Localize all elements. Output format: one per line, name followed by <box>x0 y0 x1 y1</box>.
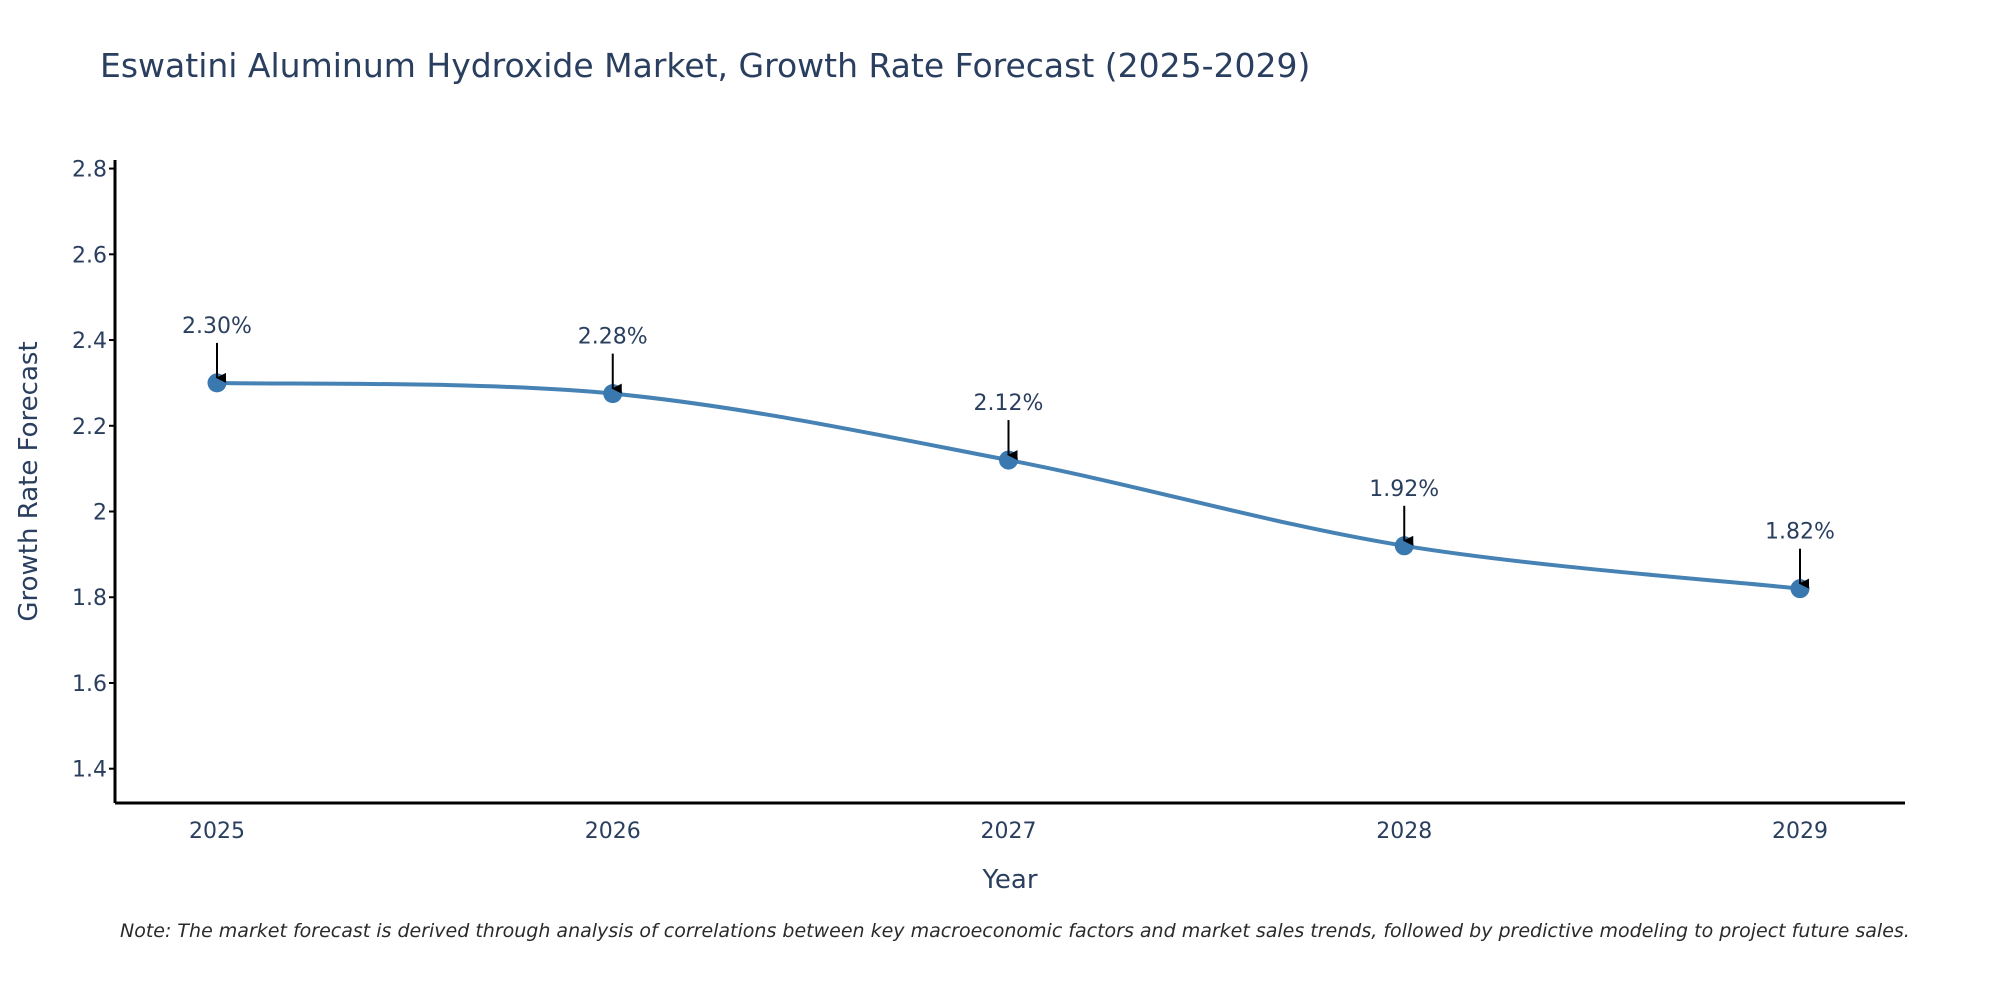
data-label: 1.92% <box>1369 477 1439 502</box>
data-label: 1.82% <box>1765 520 1835 545</box>
y-tick-label: 2.6 <box>72 243 107 268</box>
y-axis-title: Growth Rate Forecast <box>14 341 44 621</box>
data-label: 2.30% <box>182 314 252 339</box>
x-tick-label: 2028 <box>1376 819 1432 844</box>
data-label: 2.28% <box>578 325 648 350</box>
x-tick-label: 2029 <box>1772 819 1828 844</box>
x-tick-label: 2027 <box>981 819 1037 844</box>
y-tick-label: 2 <box>93 501 107 526</box>
x-tick-label: 2025 <box>189 819 245 844</box>
y-tick-label: 1.8 <box>72 586 107 611</box>
y-tick-label: 2.8 <box>72 158 107 183</box>
chart-title: Eswatini Aluminum Hydroxide Market, Grow… <box>100 46 1311 85</box>
y-tick-label: 1.4 <box>72 758 107 783</box>
y-tick-label: 1.6 <box>72 672 107 697</box>
chart-note: Note: The market forecast is derived thr… <box>120 920 1910 942</box>
y-tick-label: 2.4 <box>72 329 107 354</box>
y-tick-label: 2.2 <box>72 415 107 440</box>
x-tick-label: 2026 <box>585 819 641 844</box>
x-axis-title: Year <box>981 865 1037 895</box>
data-label: 2.12% <box>974 391 1044 416</box>
